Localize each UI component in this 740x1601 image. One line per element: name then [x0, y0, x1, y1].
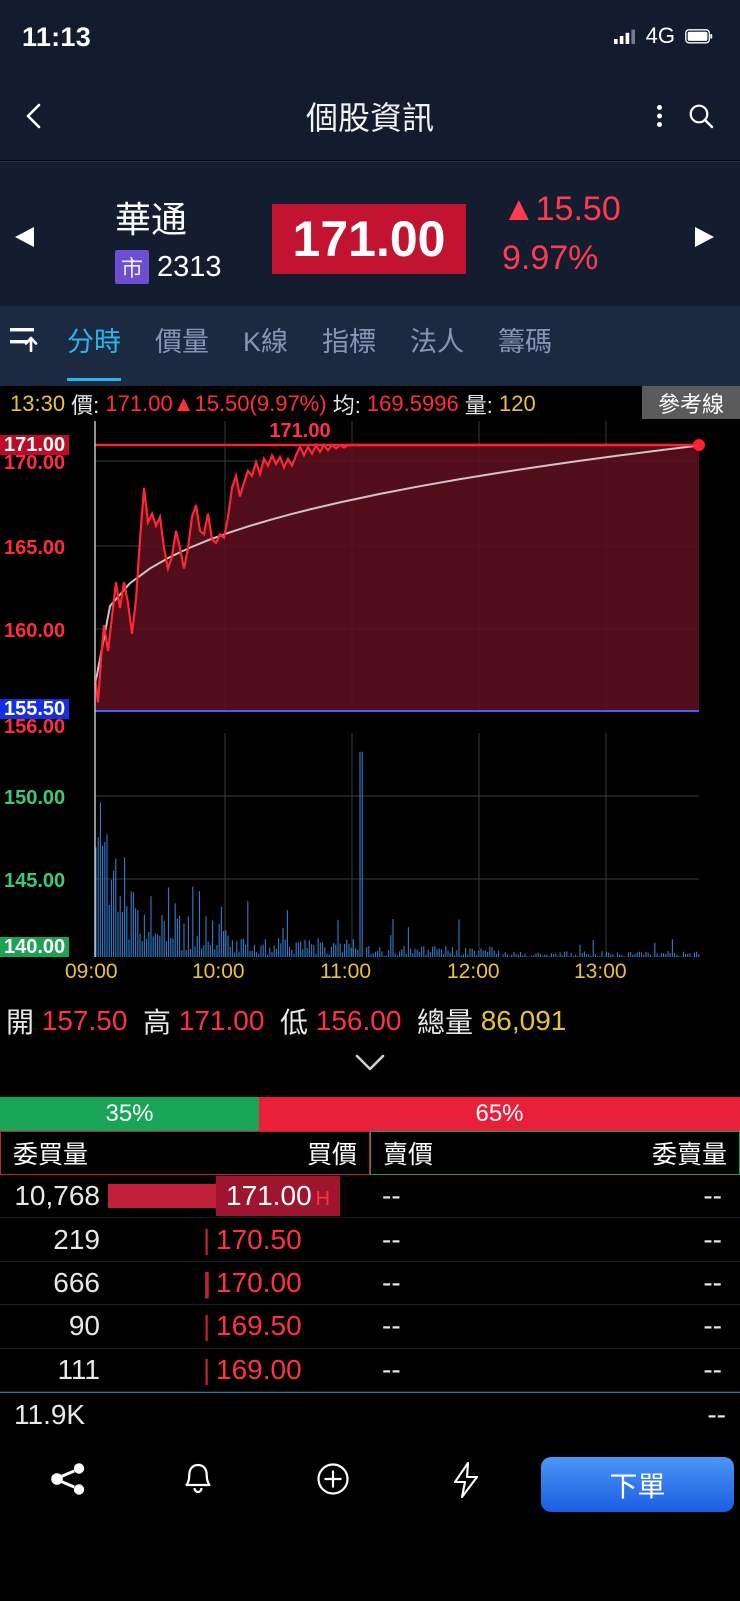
- svg-text:171.00: 171.00: [269, 421, 330, 442]
